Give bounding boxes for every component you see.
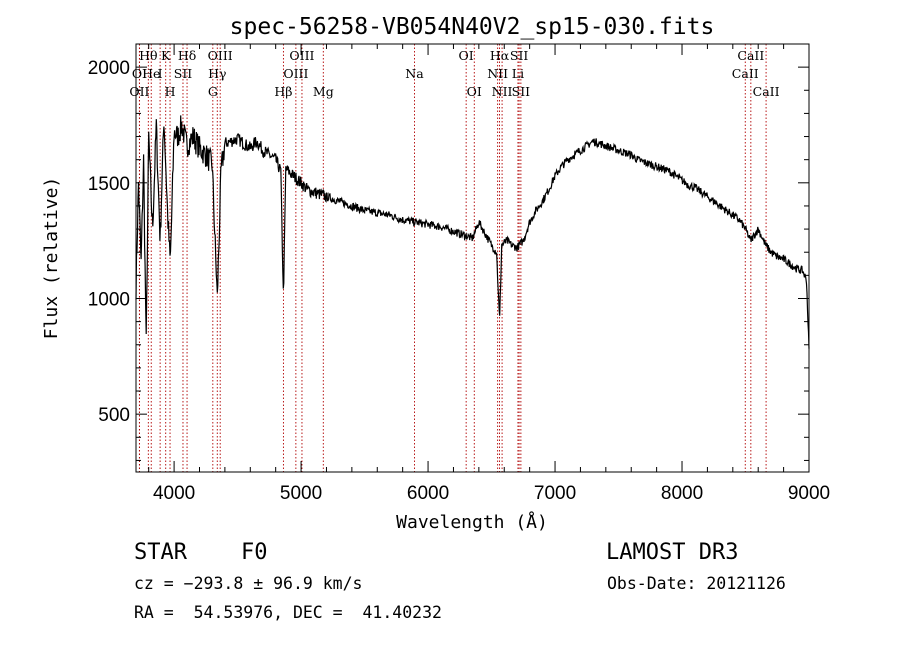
line-label-24: OI [467,84,482,99]
y-tick-label: 1500 [88,174,130,195]
line-label-10: He [142,66,160,81]
line-label-14: OIII [283,66,308,81]
line-label-3: OIII [208,48,233,63]
line-label-18: CaII [732,66,759,81]
line-label-17: Li [512,66,524,81]
plot-frame [135,43,810,473]
x-tick-label: 6000 [407,483,449,504]
line-label-6: Hα [490,48,510,63]
line-label-1: K [161,48,171,63]
line-label-16: NII [487,66,508,81]
line-label-5: OI [459,48,474,63]
x-axis-label: Wavelength (Å) [396,511,548,533]
spectral-line-markers [138,44,767,472]
line-label-0: Hθ [139,48,157,63]
line-label-11: I [158,66,163,81]
line-label-25: NII [492,84,513,99]
object-subclass: F0 [241,540,268,565]
x-tick-label: 8000 [661,483,703,504]
object-class: STAR [134,540,187,565]
line-label-26: SII [512,84,531,99]
x-tick-label: 7000 [534,483,576,504]
line-label-22: Hβ [274,84,292,99]
line-label-2: Hδ [178,48,196,63]
y-axis: 500 1000 1500 2000 [88,43,809,461]
x-tick-label: 9000 [788,483,830,504]
line-label-12: SII [174,66,193,81]
x-tick-label: 4000 [153,483,195,504]
y-tick-label: 2000 [88,58,130,79]
y-tick-label: 1000 [88,289,130,310]
observation-date: Obs-Date: 20121126 [607,574,786,593]
line-label-15: Na [405,66,424,81]
line-label-7: SII [510,48,529,63]
x-tick-label: 5000 [280,483,322,504]
coordinates: RA = 54.53976, DEC = 41.40232 [134,603,442,622]
line-label-13: Hγ [208,66,226,81]
chart-title: spec-56258-VB054N40V2_sp15-030.fits [230,14,715,40]
line-label-19: OII [129,84,149,99]
line-label-27: CaII [753,84,780,99]
line-label-8: CaII [737,48,764,63]
survey-name: LAMOST DR3 [606,540,739,565]
x-axis: 4000 5000 6000 7000 8000 9000 [148,44,830,504]
y-tick-label: 500 [98,405,130,426]
line-label-23: Mg [313,84,334,99]
flux-series-line [135,115,810,349]
line-label-21: G [208,84,218,99]
line-label-4: OIII [289,48,314,63]
y-axis-label: Flux (relative) [41,177,62,340]
redshift-cz: cz = −293.8 ± 96.9 km/s [134,574,363,593]
line-label-20: H [165,84,176,99]
